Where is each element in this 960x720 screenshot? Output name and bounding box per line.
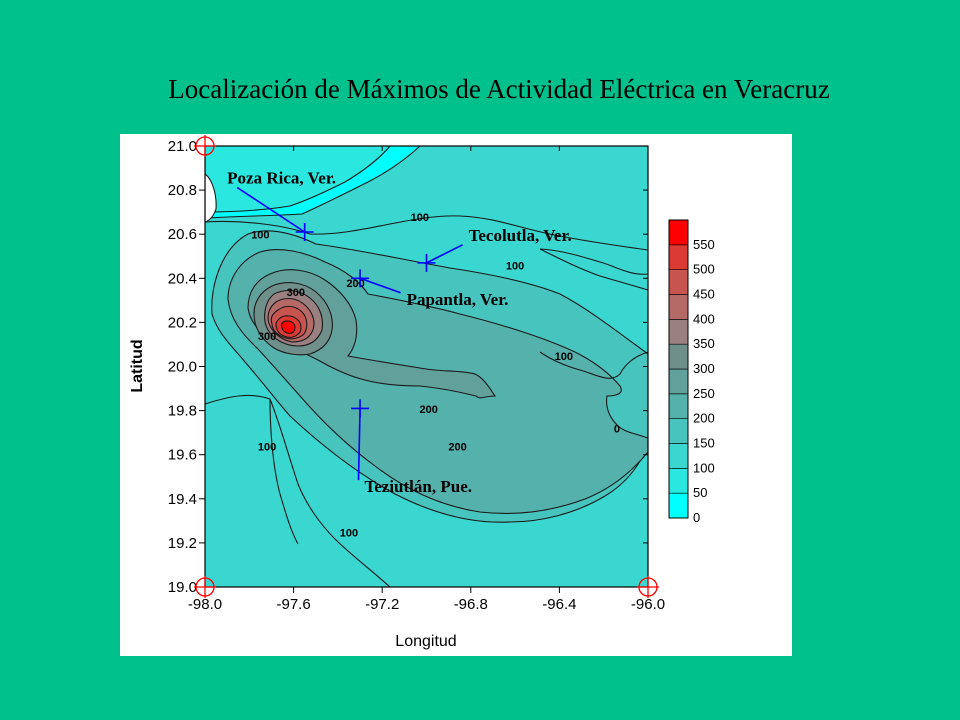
contour-line-100-southeast <box>539 351 648 379</box>
colorbar-swatch <box>668 294 689 320</box>
contour-island-0 <box>205 173 217 223</box>
marker-label: Teziutlán, Pue. <box>364 477 472 496</box>
axes: -98.0 -97.6 -97.2 -96.8 -96.4 -96.0 19.0 19.2 19… <box>168 138 665 613</box>
y-tick-label: 19.8 <box>168 403 197 420</box>
marker-leader-line <box>357 408 361 481</box>
colorbar-label: 450 <box>693 287 715 302</box>
location-markers: Poza Rica, Ver. Tecolutla, Ver. Papantla, … <box>227 168 572 496</box>
y-tick-label: 19.4 <box>168 491 197 508</box>
colorbar-label: 50 <box>693 485 707 500</box>
slide-title: Localización de Máximos de Actividad Elé… <box>168 74 830 104</box>
colorbar-label: 400 <box>693 311 715 326</box>
contour-label: 300 <box>287 287 305 299</box>
registration-marks <box>194 135 659 598</box>
contour-label: 200 <box>420 404 438 416</box>
y-tick-label: 20.8 <box>168 182 197 199</box>
colorbar-label: 100 <box>693 460 715 475</box>
colorbar-label: 150 <box>693 436 715 451</box>
x-tick-label: -96.0 <box>631 596 665 613</box>
marker-leader-line <box>426 244 463 264</box>
y-tick-label: 19.2 <box>168 535 197 552</box>
colorbar-label: 300 <box>693 361 715 376</box>
contour-band-50-top-left <box>205 146 391 213</box>
marker-leader-line <box>359 277 401 294</box>
marker-label: Papantla, Ver. <box>407 290 509 309</box>
x-tick-label: -97.2 <box>365 596 399 613</box>
y-tick-label: 20.4 <box>168 270 197 287</box>
colorbar-swatch <box>668 319 689 345</box>
contour-map: -98.0 -97.6 -97.2 -96.8 -96.4 -96.0 19.0 19.2 19… <box>129 135 715 650</box>
contour-line-100-southwest <box>205 394 391 587</box>
colorbar-label: 250 <box>693 386 715 401</box>
contour-label: 0 <box>614 424 620 436</box>
contour-label: 200 <box>448 441 466 453</box>
colorbar-label: 0 <box>693 510 700 525</box>
colorbar-swatch <box>668 219 689 246</box>
contour-label: 100 <box>506 260 524 272</box>
contour-label: 300 <box>258 331 276 343</box>
colorbar-swatch <box>668 418 689 444</box>
y-axis-label: Latitud <box>129 339 146 392</box>
colorbar-swatch <box>668 393 689 419</box>
colorbar-label: 550 <box>693 237 715 252</box>
contour-label: 200 <box>346 278 364 290</box>
contour-label: 100 <box>555 351 573 363</box>
y-tick-label: 19.6 <box>168 447 197 464</box>
y-tick-label: 20.2 <box>168 314 197 331</box>
colorbar-swatch <box>668 443 689 469</box>
contour-line-100-east <box>539 248 648 291</box>
marker-label: Poza Rica, Ver. <box>227 168 336 187</box>
x-tick-label: -98.0 <box>188 596 222 613</box>
contour-map-figure: -98.0 -97.6 -97.2 -96.8 -96.4 -96.0 19.0 19.2 19… <box>120 134 792 656</box>
contour-band-550 <box>280 320 296 334</box>
colorbar-label: 500 <box>693 262 715 277</box>
y-tick-label: 21.0 <box>168 138 197 155</box>
colorbar-label: 350 <box>693 336 715 351</box>
colorbar-swatch <box>668 343 689 370</box>
contour-line-100-north <box>205 215 648 251</box>
contour-line-100-west <box>269 398 299 545</box>
colorbar-swatch <box>668 468 689 494</box>
contour-label: 100 <box>411 212 429 224</box>
contour-label: 100 <box>258 441 276 453</box>
marker-label: Tecolutla, Ver. <box>469 226 572 245</box>
contour-label: 100 <box>251 230 269 242</box>
y-tick-label: 19.0 <box>168 579 197 596</box>
colorbar-frame <box>668 219 689 519</box>
x-tick-label: -96.8 <box>454 596 488 613</box>
colorbar-swatch <box>668 492 689 519</box>
contour-label: 100 <box>340 527 358 539</box>
y-tick-label: 20.6 <box>168 226 197 243</box>
colorbar-swatch <box>668 368 689 395</box>
x-tick-label: -97.6 <box>276 596 310 613</box>
x-axis-label: Longitud <box>395 633 456 650</box>
x-tick-label: -96.4 <box>542 596 576 613</box>
colorbar: 0 50 100 150 200 250 300 350 400 450 500 550 <box>668 219 715 525</box>
colorbar-label: 200 <box>693 411 715 426</box>
colorbar-swatch <box>668 269 689 295</box>
colorbar-swatch <box>668 244 689 270</box>
y-tick-label: 20.0 <box>168 359 197 376</box>
marker-leader-line <box>236 186 306 233</box>
